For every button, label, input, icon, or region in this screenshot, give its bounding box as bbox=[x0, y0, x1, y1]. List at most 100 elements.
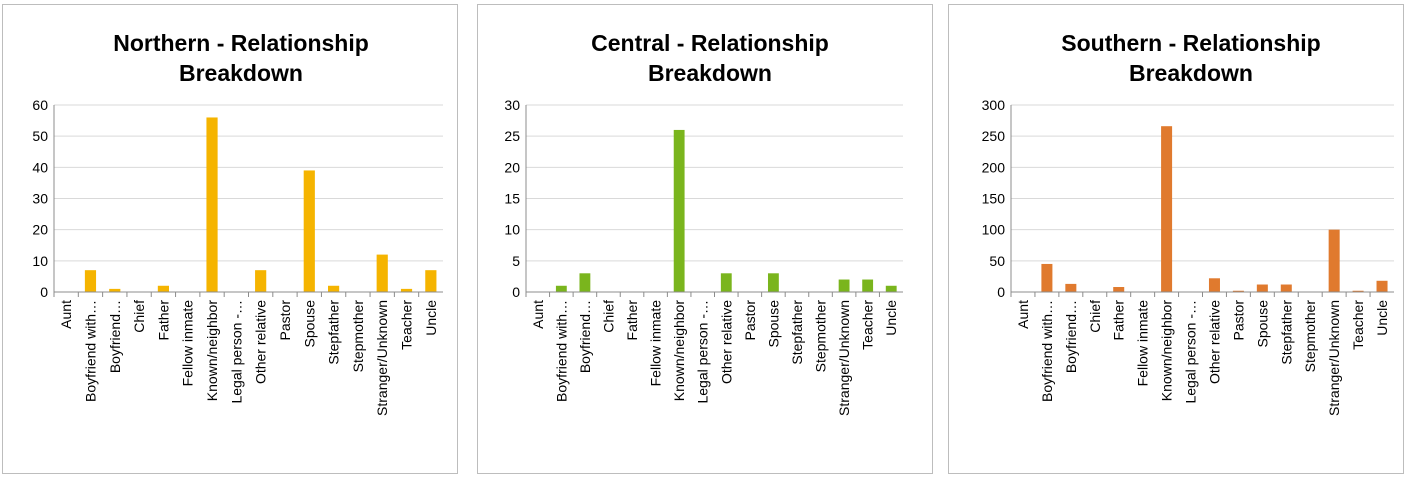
x-tick-label: Stepfather bbox=[326, 300, 342, 365]
chart-title-line2: Breakdown bbox=[1129, 60, 1253, 86]
y-tick-label: 50 bbox=[989, 253, 1005, 269]
x-tick-label: Aunt bbox=[58, 300, 74, 329]
y-tick-label: 40 bbox=[32, 159, 48, 175]
bar bbox=[767, 273, 779, 292]
x-tick-label: Aunt bbox=[530, 300, 546, 329]
y-tick-label: 30 bbox=[32, 191, 48, 207]
x-tick-label: Legal person -… bbox=[1183, 300, 1199, 404]
x-tick-label: Teacher bbox=[399, 300, 415, 350]
x-tick-label: Chief bbox=[131, 300, 147, 333]
bar bbox=[157, 285, 169, 292]
y-tick-label: 0 bbox=[512, 284, 520, 300]
chart-bars bbox=[1041, 126, 1388, 293]
x-tick-label: Uncle bbox=[883, 300, 899, 336]
chart-axes: 0 10 20 30 40 50 60 Aunt Boyfriend with… Boyfrien… bbox=[32, 97, 443, 416]
y-tick-label: 60 bbox=[32, 97, 48, 113]
x-tick-label: Spouse bbox=[765, 300, 781, 348]
chart-southern: Southern - Relationship Breakdown 0 50 100… bbox=[982, 30, 1394, 416]
x-tick-label: Other relative bbox=[253, 300, 269, 384]
x-tick-label: Fellow inmate bbox=[1135, 300, 1151, 387]
x-tick-label: Stepmother bbox=[1302, 300, 1318, 373]
x-tick-label: Boyfriend with… bbox=[1039, 300, 1055, 402]
bar bbox=[1256, 284, 1268, 292]
chart-title-line1: Central - Relationship bbox=[591, 30, 829, 56]
y-tick-label: 150 bbox=[982, 191, 1006, 207]
y-tick-label: 200 bbox=[982, 159, 1006, 175]
bar bbox=[255, 270, 267, 292]
bar bbox=[673, 129, 685, 292]
y-tick-label: 25 bbox=[504, 128, 520, 144]
x-tick-label: Stranger/Unknown bbox=[1326, 300, 1342, 416]
chart-axes: 0 5 10 15 20 25 30 Aunt Boyfriend with… Boyfriend… bbox=[504, 97, 903, 416]
chart-northern: Northern - Relationship Breakdown 0 10 20 3… bbox=[32, 30, 443, 416]
chart-central: Central - Relationship Breakdown 0 5 10 15 2… bbox=[504, 30, 903, 416]
bar bbox=[579, 273, 591, 292]
x-tick-label: Known/neighbor bbox=[671, 300, 687, 402]
y-tick-label: 0 bbox=[997, 284, 1005, 300]
x-tick-label: Uncle bbox=[423, 300, 439, 336]
bar bbox=[1328, 229, 1340, 292]
y-tick-label: 300 bbox=[982, 97, 1006, 113]
x-tick-label: Stepfather bbox=[789, 300, 805, 365]
x-tick-label: Father bbox=[624, 300, 640, 341]
bar bbox=[1352, 290, 1364, 292]
chart-panel-southern: Southern - Relationship Breakdown 0 50 100… bbox=[948, 4, 1404, 474]
y-tick-label: 10 bbox=[32, 253, 48, 269]
x-tick-label: Boyfriend with… bbox=[553, 300, 569, 402]
x-tick-label: Known/neighbor bbox=[1159, 300, 1175, 402]
bar bbox=[303, 170, 315, 292]
y-tick-label: 250 bbox=[982, 128, 1006, 144]
chart-panel-central: Central - Relationship Breakdown 0 5 10 15 2… bbox=[477, 4, 933, 474]
x-tick-label: Fellow inmate bbox=[180, 300, 196, 387]
x-tick-label: Boyfriend… bbox=[107, 300, 123, 373]
bar bbox=[1232, 290, 1244, 292]
chart-bars bbox=[555, 129, 897, 292]
bar bbox=[425, 270, 437, 292]
bar bbox=[1041, 263, 1053, 292]
x-tick-label: Stranger/Unknown bbox=[374, 300, 390, 416]
chart-panel-northern: Northern - Relationship Breakdown 0 10 20 3… bbox=[2, 4, 458, 474]
x-tick-label: Pastor bbox=[1230, 300, 1246, 341]
chart-title-line1: Northern - Relationship bbox=[113, 30, 369, 56]
y-tick-label: 10 bbox=[504, 222, 520, 238]
bar bbox=[862, 279, 874, 292]
x-tick-label: Legal person -… bbox=[695, 300, 711, 404]
x-tick-label: Stepmother bbox=[813, 300, 829, 373]
x-tick-label: Teacher bbox=[1350, 300, 1366, 350]
bar bbox=[400, 288, 413, 292]
bar bbox=[1280, 284, 1292, 292]
y-tick-label: 15 bbox=[504, 191, 520, 207]
y-tick-label: 0 bbox=[40, 284, 48, 300]
x-tick-label: Other relative bbox=[718, 300, 734, 384]
y-tick-label: 5 bbox=[512, 253, 520, 269]
y-tick-label: 20 bbox=[504, 159, 520, 175]
bar bbox=[555, 285, 567, 292]
x-tick-label: Stepmother bbox=[350, 300, 366, 373]
chart-axes: 0 50 100 150 200 250 300 Aunt Boyfriend with… Boy… bbox=[982, 97, 1394, 416]
y-tick-label: 20 bbox=[32, 222, 48, 238]
chart-title-line2: Breakdown bbox=[179, 60, 303, 86]
x-tick-label: Pastor bbox=[277, 300, 293, 341]
bar bbox=[1376, 280, 1388, 292]
x-tick-label: Boyfriend… bbox=[577, 300, 593, 373]
chart-bars bbox=[84, 117, 437, 292]
x-tick-label: Stepfather bbox=[1278, 300, 1294, 365]
bar bbox=[1208, 278, 1220, 292]
chart-title-line1: Southern - Relationship bbox=[1061, 30, 1320, 56]
bar bbox=[720, 273, 732, 292]
x-tick-label: Stranger/Unknown bbox=[836, 300, 852, 416]
x-tick-label: Chief bbox=[1087, 300, 1103, 333]
x-tick-label: Father bbox=[155, 300, 171, 341]
bar bbox=[109, 288, 121, 292]
y-tick-label: 100 bbox=[982, 222, 1006, 238]
x-tick-label: Teacher bbox=[860, 300, 876, 350]
chart-title-line2: Breakdown bbox=[648, 60, 772, 86]
x-tick-label: Boyfriend… bbox=[1063, 300, 1079, 373]
bar bbox=[838, 279, 850, 292]
bar bbox=[1161, 126, 1173, 293]
x-tick-label: Spouse bbox=[1254, 300, 1270, 348]
x-tick-label: Other relative bbox=[1206, 300, 1222, 384]
y-tick-label: 50 bbox=[32, 128, 48, 144]
x-tick-label: Fellow inmate bbox=[648, 300, 664, 387]
bar bbox=[328, 285, 340, 292]
